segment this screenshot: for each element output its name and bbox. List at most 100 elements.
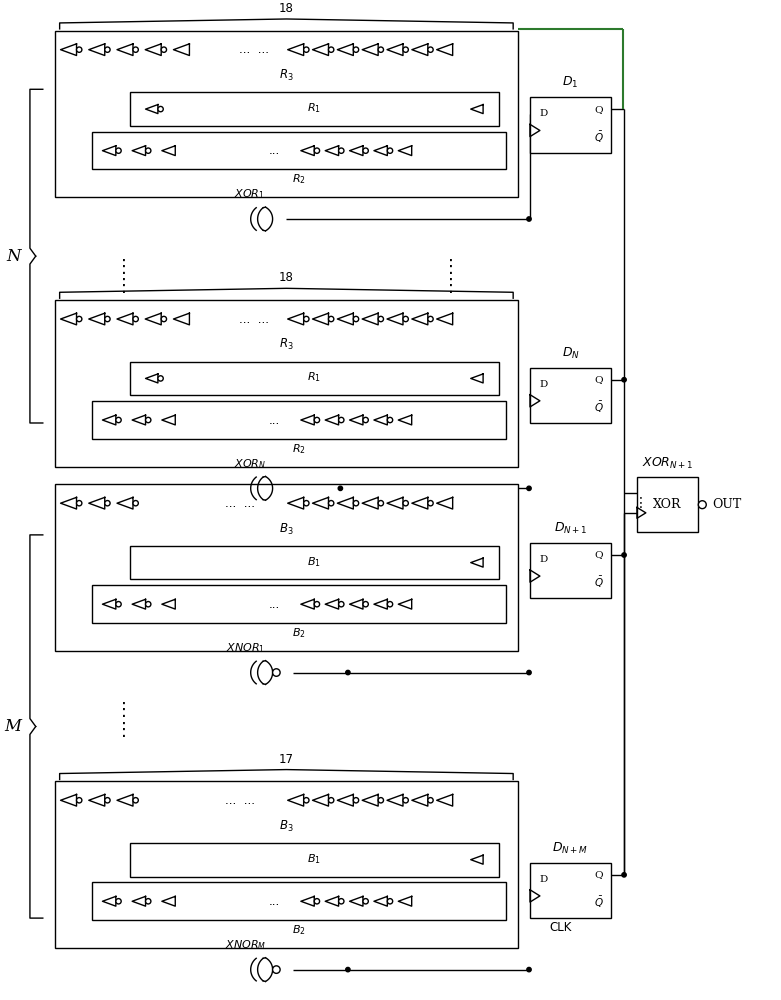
Text: ⋮: ⋮ [634, 496, 648, 510]
Circle shape [339, 148, 344, 153]
Circle shape [116, 899, 121, 904]
Circle shape [353, 316, 358, 322]
Text: $\bar{Q}$: $\bar{Q}$ [594, 130, 603, 145]
Circle shape [145, 148, 151, 153]
Text: M: M [4, 718, 21, 735]
Circle shape [145, 417, 151, 423]
Text: ⋮: ⋮ [115, 258, 133, 276]
Circle shape [116, 417, 121, 423]
Circle shape [622, 873, 626, 877]
Circle shape [339, 417, 344, 423]
Bar [130, 546, 499, 579]
Circle shape [133, 798, 138, 803]
Circle shape [622, 378, 626, 382]
Text: ...: ... [269, 598, 280, 611]
Circle shape [105, 316, 110, 322]
Text: $D_{N+1}$: $D_{N+1}$ [554, 521, 587, 536]
Text: $\bar{Q}$: $\bar{Q}$ [594, 895, 603, 910]
Circle shape [273, 966, 280, 973]
Text: $\bar{Q}$: $\bar{Q}$ [594, 400, 603, 415]
Text: ...  ...: ... ... [225, 497, 255, 510]
Circle shape [304, 501, 309, 506]
Text: $R_3$: $R_3$ [279, 68, 294, 83]
Circle shape [527, 486, 531, 491]
Text: $XOR_N$: $XOR_N$ [234, 457, 266, 471]
Bar [92, 585, 506, 623]
Text: $B_2$: $B_2$ [292, 923, 306, 937]
Bar [130, 843, 499, 877]
Text: $R_1$: $R_1$ [308, 101, 321, 115]
Text: $R_2$: $R_2$ [292, 172, 306, 186]
Text: $R_3$: $R_3$ [279, 337, 294, 352]
Text: $R_1$: $R_1$ [308, 371, 321, 384]
Text: $XOR_1$: $XOR_1$ [234, 187, 266, 201]
Bar [55, 300, 518, 467]
Circle shape [161, 316, 166, 322]
Text: 18: 18 [279, 2, 294, 15]
Circle shape [403, 501, 408, 506]
Circle shape [77, 316, 82, 322]
Bar [130, 92, 499, 126]
Circle shape [527, 670, 531, 675]
Text: ⋮: ⋮ [442, 258, 460, 276]
Bar [130, 362, 499, 395]
Circle shape [77, 798, 82, 803]
Circle shape [133, 316, 138, 322]
Circle shape [273, 669, 280, 676]
Text: $XNOR_M$: $XNOR_M$ [225, 938, 266, 952]
Bar [55, 484, 518, 651]
Circle shape [346, 670, 350, 675]
Circle shape [363, 148, 369, 153]
Text: $B_1$: $B_1$ [308, 852, 321, 866]
Circle shape [387, 899, 393, 904]
Text: D: D [540, 380, 548, 389]
Circle shape [314, 148, 319, 153]
Text: $D_1$: $D_1$ [562, 75, 579, 90]
Text: $D_{N+M}$: $D_{N+M}$ [552, 841, 589, 856]
Circle shape [698, 501, 706, 509]
Bar [55, 31, 518, 197]
Circle shape [353, 47, 358, 52]
Circle shape [387, 417, 393, 423]
Circle shape [105, 47, 110, 52]
Circle shape [378, 316, 383, 322]
Bar [530, 543, 612, 598]
Text: ...  ...: ... ... [239, 313, 269, 326]
Text: XOR: XOR [654, 498, 682, 511]
Text: ...  ...: ... ... [225, 794, 255, 807]
Circle shape [145, 602, 151, 607]
Bar [530, 97, 612, 153]
Circle shape [329, 501, 333, 506]
Circle shape [403, 47, 408, 52]
Circle shape [158, 106, 163, 112]
Bar [530, 863, 612, 918]
Text: ⋮: ⋮ [115, 721, 133, 739]
Text: $D_N$: $D_N$ [562, 346, 580, 361]
Circle shape [161, 47, 166, 52]
Bar [637, 477, 698, 532]
Circle shape [77, 501, 82, 506]
Text: ⋮: ⋮ [115, 277, 133, 295]
Circle shape [387, 148, 393, 153]
Bar [530, 368, 612, 423]
Circle shape [329, 47, 333, 52]
Text: $B_1$: $B_1$ [308, 555, 321, 569]
Circle shape [133, 501, 138, 506]
Circle shape [304, 47, 309, 52]
Text: ...  ...: ... ... [239, 43, 269, 56]
Circle shape [329, 798, 333, 803]
Circle shape [339, 899, 344, 904]
Circle shape [158, 376, 163, 381]
Circle shape [314, 899, 319, 904]
Circle shape [428, 501, 433, 506]
Circle shape [363, 899, 369, 904]
Text: $B_3$: $B_3$ [279, 522, 294, 537]
Circle shape [403, 798, 408, 803]
Text: CLK: CLK [550, 921, 572, 934]
Circle shape [378, 47, 383, 52]
Text: ⋮: ⋮ [442, 277, 460, 295]
Circle shape [353, 798, 358, 803]
Text: D: D [540, 109, 548, 118]
Circle shape [363, 602, 369, 607]
Text: ...: ... [269, 895, 280, 908]
